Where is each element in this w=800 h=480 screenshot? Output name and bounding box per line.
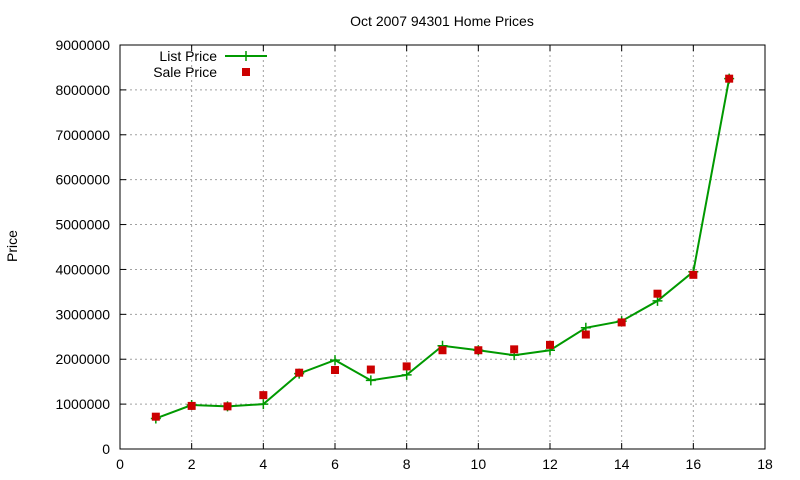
sale-price-point <box>617 318 626 327</box>
y-tick-label: 6000000 <box>55 172 110 188</box>
legend-swatch-sale-price <box>242 68 250 76</box>
y-tick-label: 1000000 <box>55 396 110 412</box>
sale-price-point <box>653 289 662 298</box>
x-tick-label: 2 <box>188 456 196 472</box>
x-tick-label: 18 <box>757 456 773 472</box>
sale-price-point <box>331 365 339 374</box>
sale-price-point <box>546 340 554 349</box>
legend-label-list-price: List Price <box>159 48 217 64</box>
y-tick-label: 7000000 <box>55 127 110 143</box>
list-price-point <box>365 375 376 386</box>
y-tick-label: 2000000 <box>55 351 110 367</box>
y-tick-label: 3000000 <box>55 306 110 322</box>
legend-label-sale-price: Sale Price <box>153 64 217 80</box>
plot-area-frame <box>119 44 766 450</box>
sale-price-point <box>223 402 232 411</box>
sale-price-point <box>474 346 483 355</box>
x-tick-label: 16 <box>686 456 702 472</box>
list-price-point <box>330 355 340 366</box>
axis-ticks: 0 2 4 6 8 10 12 14 16 18 0 1000000 2000000 3000000 400… <box>55 37 773 472</box>
y-tick-label: 5000000 <box>55 217 110 233</box>
x-tick-label: 4 <box>259 456 267 472</box>
sale-price-point <box>689 270 698 279</box>
sale-price-point <box>581 330 590 339</box>
y-tick-label: 0 <box>102 441 110 457</box>
chart-title: Oct 2007 94301 Home Prices <box>350 13 534 29</box>
sale-price-point <box>366 365 375 374</box>
list-price-point <box>401 369 412 380</box>
list-price-point <box>258 399 269 410</box>
sale-price-point <box>295 368 304 377</box>
y-axis-label: Price <box>4 230 20 262</box>
data-series <box>150 73 735 424</box>
x-tick-label: 10 <box>471 456 487 472</box>
x-tick-label: 8 <box>403 456 411 472</box>
sale-price-point <box>438 346 447 355</box>
sale-price-point <box>187 401 196 410</box>
x-tick-label: 12 <box>542 456 558 472</box>
y-tick-label: 8000000 <box>55 82 110 98</box>
x-tick-label: 0 <box>116 456 124 472</box>
y-tick-label: 9000000 <box>55 37 110 53</box>
sale-price-point <box>259 391 268 400</box>
y-tick-label: 4000000 <box>55 261 110 277</box>
list-price-line <box>155 78 731 420</box>
sale-price-point <box>725 74 734 83</box>
x-tick-label: 6 <box>331 456 339 472</box>
grid-lines <box>120 45 765 449</box>
x-tick-label: 14 <box>614 456 630 472</box>
sale-price-point <box>510 345 519 354</box>
sale-price-point <box>151 412 160 421</box>
legend-marker-list-price <box>241 51 251 61</box>
sale-price-point <box>402 362 411 371</box>
